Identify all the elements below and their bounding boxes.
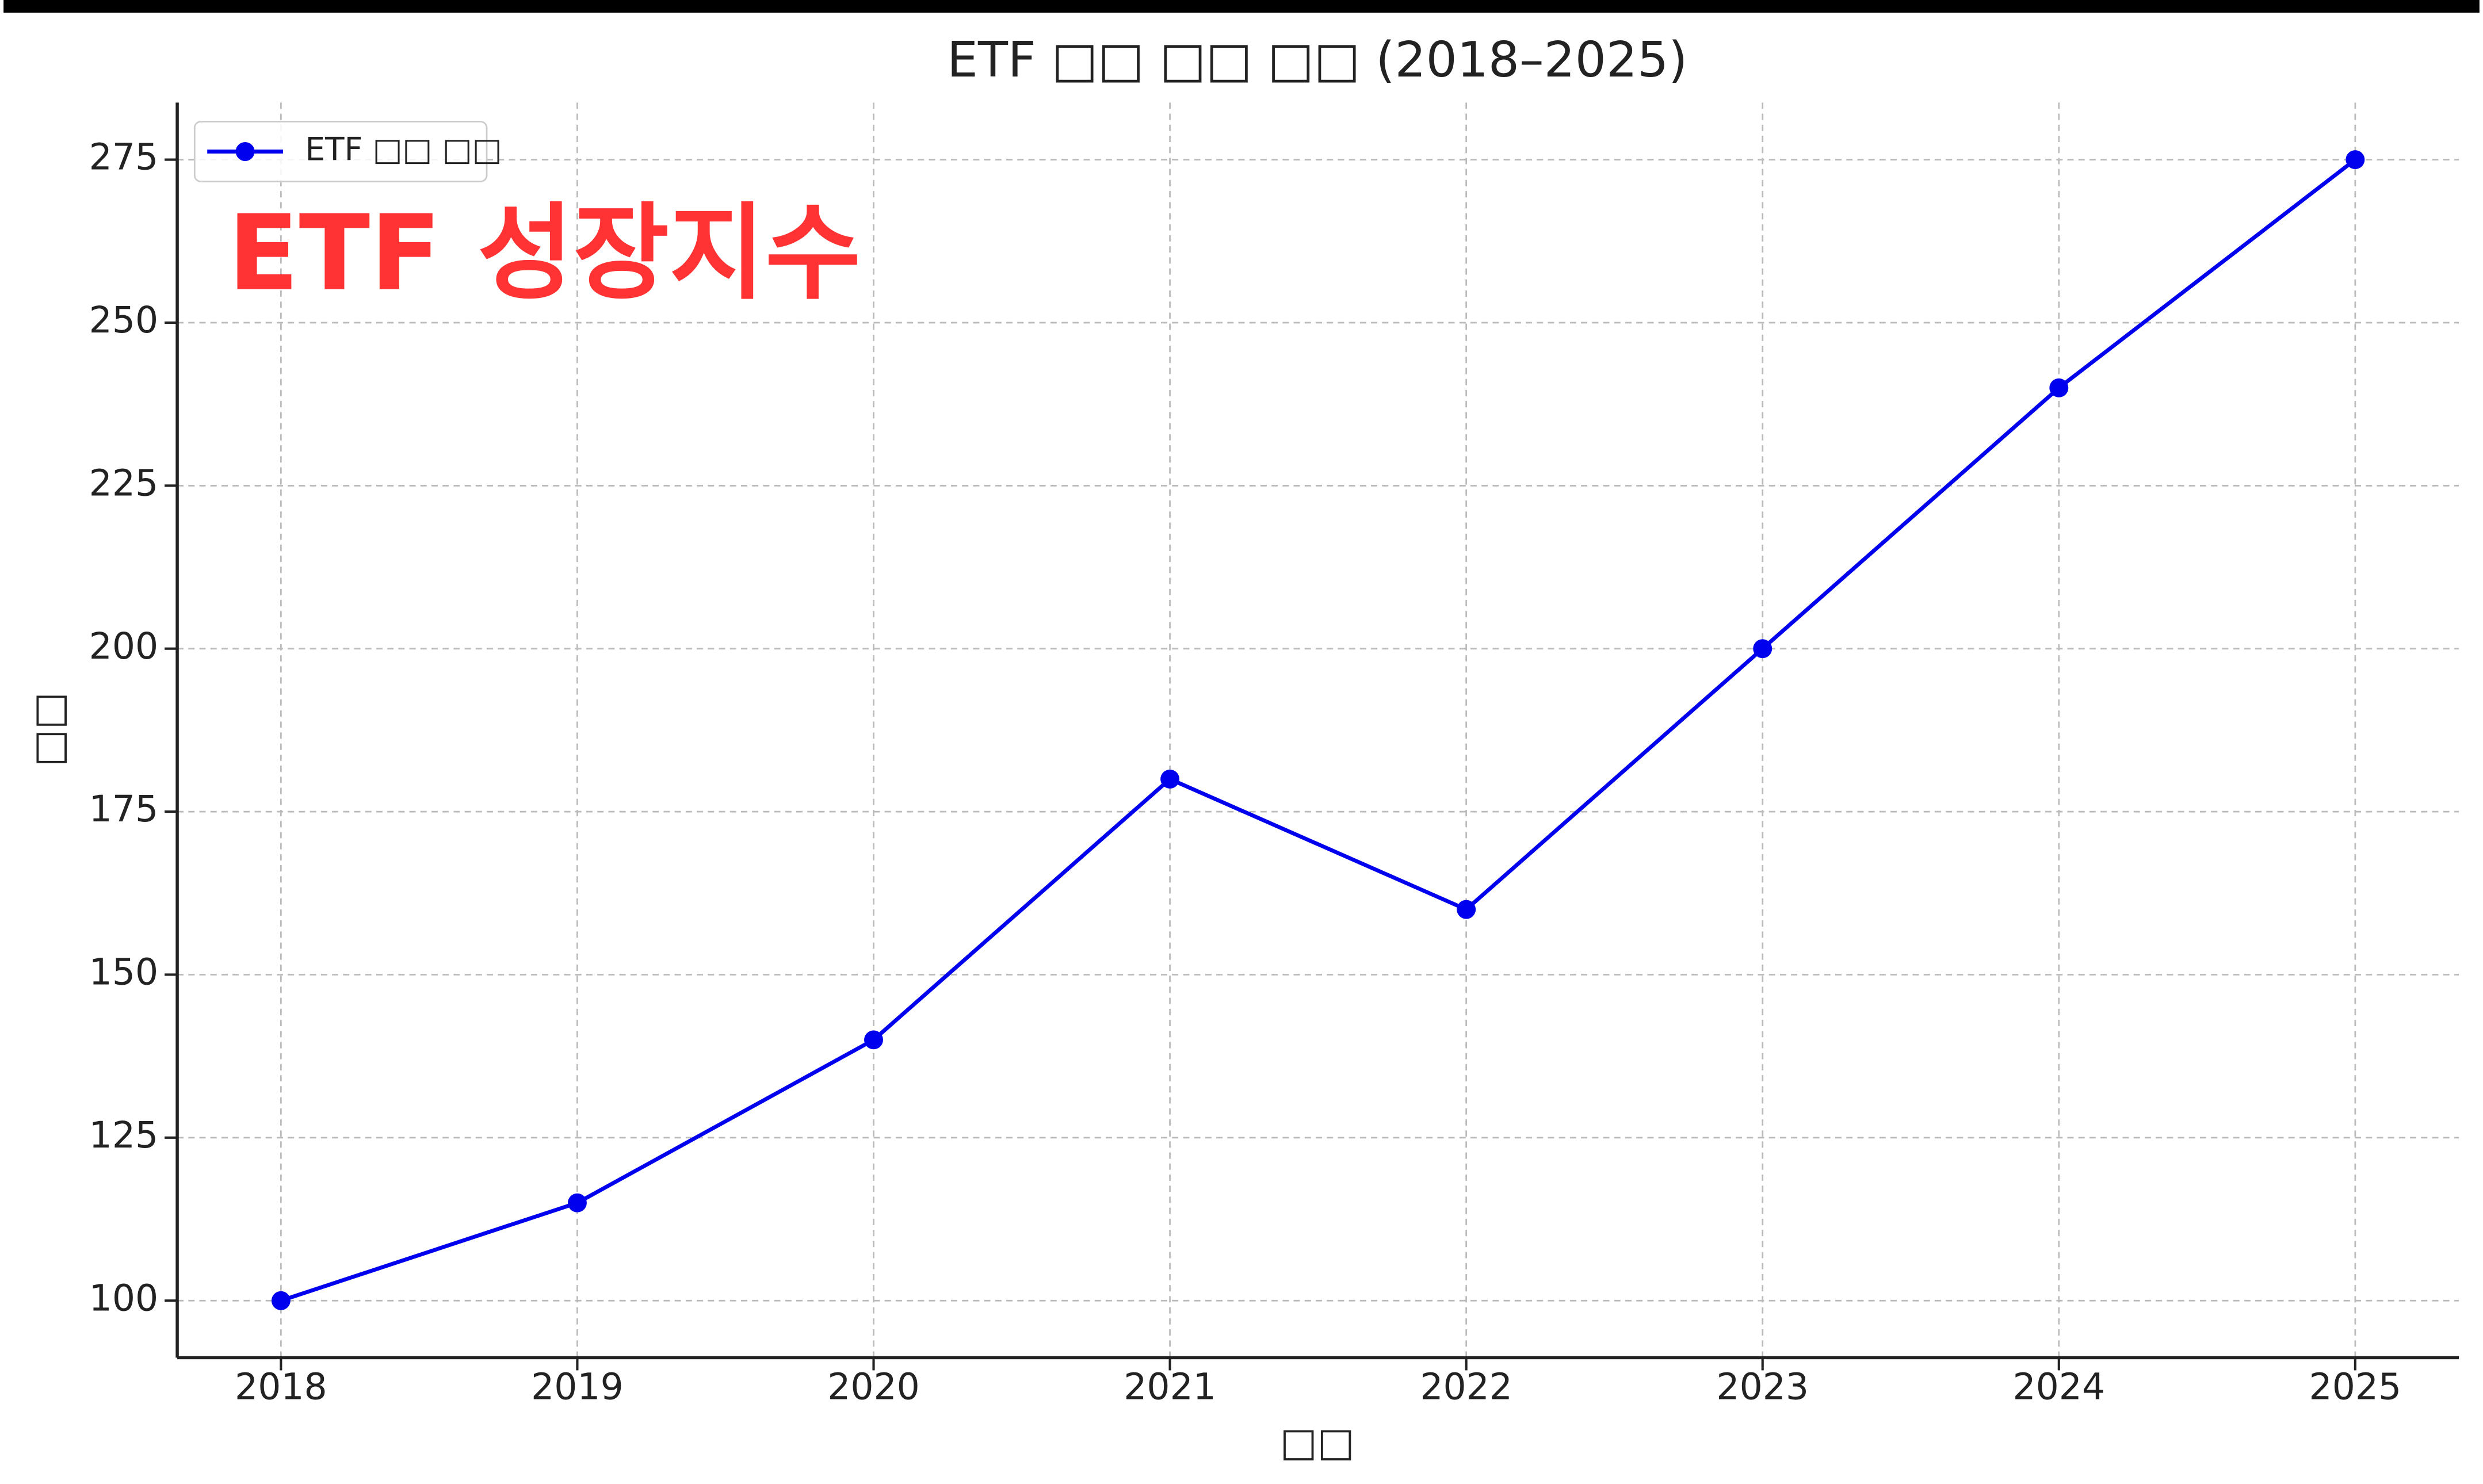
y-tick-label: 150 [89, 951, 158, 993]
x-tick-label: 2024 [2012, 1365, 2105, 1407]
x-tick-label: 2022 [1420, 1365, 1512, 1407]
legend-marker [235, 142, 255, 161]
data-point [567, 1193, 587, 1213]
y-tick-label: 250 [89, 299, 158, 341]
y-tick-label: 125 [89, 1114, 158, 1156]
y-axis-label: □□ [26, 692, 72, 767]
legend-label: ETF □□ □□ [305, 131, 502, 168]
x-tick-label: 2025 [2309, 1365, 2402, 1407]
x-tick-label: 2019 [531, 1365, 624, 1407]
x-tick-label: 2020 [827, 1365, 920, 1407]
y-tick-label: 100 [89, 1276, 158, 1319]
data-point [1160, 769, 1180, 789]
data-line [280, 158, 2356, 1303]
y-tick-label: 175 [89, 787, 158, 830]
x-tick-label: 2018 [235, 1365, 327, 1407]
legend-box [193, 120, 488, 183]
data-point [864, 1030, 883, 1050]
data-point [2346, 150, 2365, 170]
y-tick-label: 275 [89, 136, 158, 178]
x-axis-label: □□ [1280, 1419, 1355, 1465]
x-tick-label: 2021 [1124, 1365, 1216, 1407]
data-point [1753, 639, 1773, 659]
data-point [2049, 378, 2069, 397]
x-tick-label: 2023 [1716, 1365, 1809, 1407]
y-tick-label: 200 [89, 625, 158, 667]
chart-title: ETF □□ □□ □□ (2018–2025) [947, 32, 1687, 89]
y-tick-label: 225 [89, 461, 158, 504]
data-point [271, 1291, 291, 1310]
top-bar [3, 0, 2480, 13]
annotation: ETF 성장지수 [228, 193, 861, 314]
data-point [1457, 900, 1476, 919]
